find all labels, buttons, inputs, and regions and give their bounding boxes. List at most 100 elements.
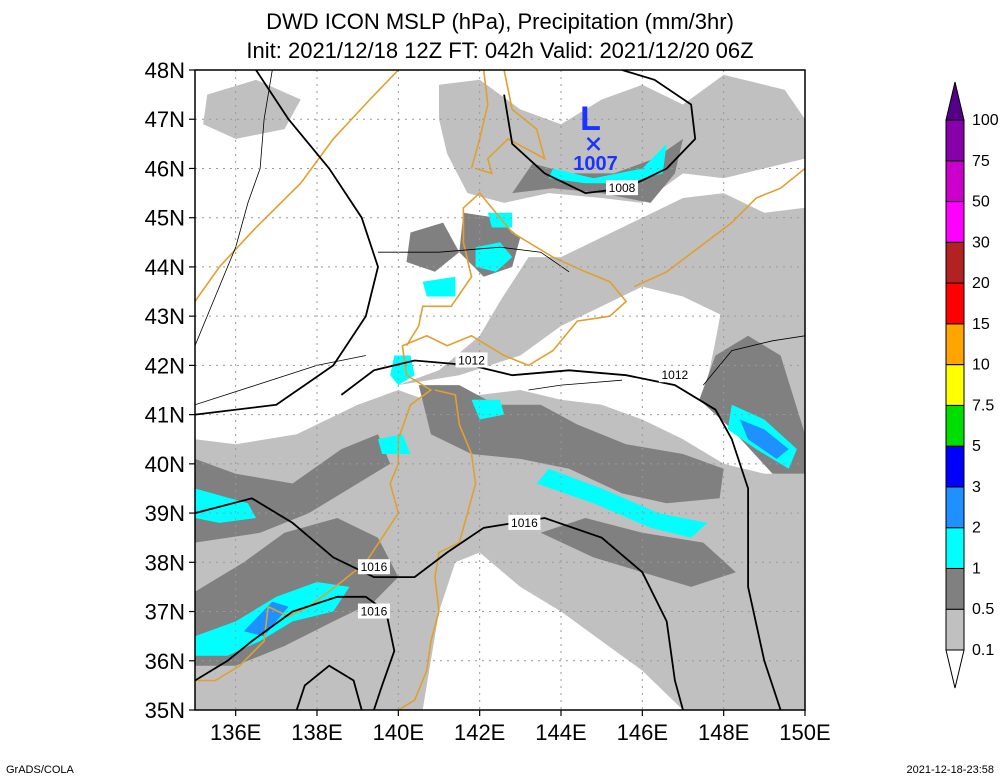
colorbar-label: 75	[972, 153, 990, 170]
coastline-layer	[195, 70, 805, 710]
precip-area-1	[475, 242, 513, 272]
precip-area-1	[487, 212, 513, 228]
colorbar-label: 10	[972, 357, 990, 374]
y-tick-label: 35N	[145, 698, 185, 723]
precip-area-0_5	[512, 138, 683, 203]
isobar-label: 1016	[361, 605, 388, 619]
colorbar-segment	[945, 567, 965, 610]
colorbar-label: 7.5	[972, 397, 994, 414]
footer-left: GrADS/COLA	[6, 764, 75, 776]
y-tick-label: 43N	[145, 304, 185, 329]
isobar-label-bg	[658, 367, 691, 383]
y-axis-ticks: 35N 36N 37N 38N 39N 40N 41N 42N 43N 44N 45N 46N 47N 4…	[145, 58, 195, 723]
x-tick-label: 142E	[454, 720, 505, 745]
y-tick-label: 44N	[145, 255, 185, 280]
isobar-label: 1008	[609, 181, 636, 195]
x-tick-label: 138E	[291, 720, 342, 745]
y-tick-label: 42N	[145, 353, 185, 378]
title-line-2: Init: 2021/12/18 12Z FT: 042h Valid: 202…	[246, 38, 753, 63]
colorbar-segment	[945, 404, 965, 447]
colorbar-over-triangle	[945, 81, 965, 121]
x-tick-label: 136E	[210, 720, 261, 745]
coastline	[470, 70, 489, 169]
colorbar-segment	[945, 527, 965, 569]
colorbar-label: 30	[972, 234, 990, 251]
colorbar-segment	[945, 282, 965, 325]
coastline	[195, 439, 400, 682]
colorbar-segment	[945, 119, 965, 162]
y-tick-label: 39N	[145, 501, 185, 526]
colorbar-label: 2	[972, 520, 981, 537]
precip-area-1	[536, 468, 708, 538]
coastline	[195, 70, 399, 302]
colorbar-label: 0.5	[972, 601, 994, 618]
footer-right: 2021-12-18-23:58	[907, 764, 994, 776]
precip-area-1	[548, 143, 667, 184]
x-axis-ticks: 136E 138E 140E 142E 144E 146E 148E 150E	[210, 710, 831, 745]
isobar-label: 1016	[511, 516, 538, 530]
y-tick-label: 47N	[145, 107, 185, 132]
low-pressure-value: 1007	[573, 153, 618, 175]
colorbar-label: 15	[972, 316, 990, 333]
y-tick-label: 38N	[145, 550, 185, 575]
colorbar-label: 0.1	[972, 642, 994, 659]
colorbar-label: 20	[972, 275, 990, 292]
isobar-label-bg	[508, 514, 541, 530]
colorbar-label: 5	[972, 438, 981, 455]
isobar-1016	[295, 664, 363, 710]
map-frame	[194, 69, 806, 711]
colorbar: 0.1 0.5 1 2 3 5 7.5 10 15 20 30 50 75 100	[945, 81, 999, 689]
precip-area-1	[422, 276, 456, 297]
isobar-1016	[195, 595, 396, 710]
precipitation-layer	[195, 74, 805, 710]
isobar-layer	[195, 70, 782, 710]
boundary-layer	[195, 70, 805, 406]
isobar-label-bg	[455, 352, 488, 368]
political-boundary	[378, 246, 570, 273]
precip-area-0_1	[203, 79, 301, 139]
coastline	[633, 167, 805, 288]
colorbar-segment	[945, 323, 965, 366]
precip-area-1	[390, 355, 415, 386]
map-layers: 1008 1012 1012 1016 1016 1016 L 1007	[195, 70, 805, 710]
isobar-1012	[340, 359, 782, 710]
y-tick-label: 45N	[145, 206, 185, 231]
low-pressure-center: L 1007	[573, 100, 618, 175]
colorbar-segment	[945, 445, 965, 488]
x-tick-label: 148E	[698, 720, 749, 745]
precip-area-1	[378, 434, 411, 454]
colorbar-segment	[945, 241, 965, 284]
colorbar-label: 50	[972, 194, 990, 211]
colorbar-label: 100	[972, 112, 999, 129]
colorbar-segment	[945, 364, 965, 406]
political-boundary	[195, 355, 366, 406]
colorbar-segment	[945, 486, 965, 529]
colorbar-segment	[945, 608, 965, 651]
y-tick-label: 36N	[145, 649, 185, 674]
precip-area-0_5	[406, 222, 460, 272]
colorbar-under-triangle	[945, 649, 965, 689]
political-boundary	[702, 335, 805, 386]
x-tick-label: 140E	[373, 720, 424, 745]
isobar-label-bg	[606, 180, 638, 196]
isobar-label: 1012	[662, 368, 689, 382]
title-line-1: DWD ICON MSLP (hPa), Precipitation (mm/3…	[266, 9, 734, 34]
y-tick-label: 48N	[145, 58, 185, 83]
y-tick-label: 40N	[145, 452, 185, 477]
precip-area-0_1	[398, 193, 805, 386]
coastline	[397, 389, 477, 710]
coastline	[397, 191, 628, 440]
y-tick-label: 41N	[145, 403, 185, 428]
isobar-label-bg	[357, 559, 390, 575]
isobar-label: 1016	[361, 560, 388, 574]
colorbar-segment	[945, 201, 965, 243]
political-boundary	[195, 70, 273, 346]
precip-area-0_5	[540, 518, 736, 587]
colorbar-label: 3	[972, 479, 981, 496]
low-pressure-L: L	[580, 100, 601, 138]
low-center-x-2	[586, 136, 601, 151]
isobar-label: 1012	[458, 353, 485, 367]
x-tick-label: 144E	[535, 720, 586, 745]
x-tick-label: 150E	[779, 720, 830, 745]
